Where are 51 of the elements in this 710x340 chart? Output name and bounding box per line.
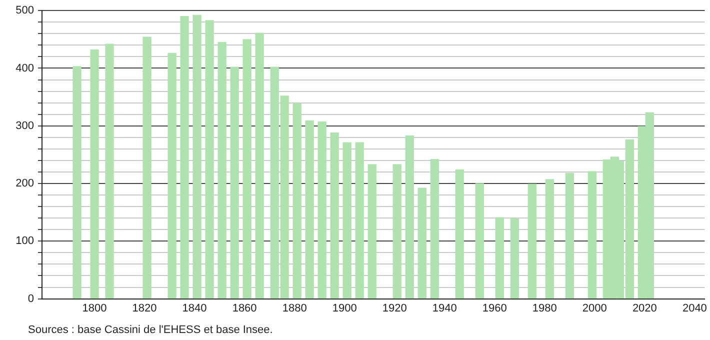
x-tick-label: 1800 [82,302,107,314]
bar [430,158,439,299]
bar [230,66,239,299]
x-tick-label: 1980 [532,302,557,314]
y-tick-label: 200 [16,178,34,190]
y-tick-label: 0 [28,292,34,305]
y-tick-label: 400 [16,62,34,74]
x-tick-label: 1860 [232,302,257,314]
bar [142,36,152,299]
x-tick-label: 2000 [582,302,607,314]
bar [318,122,326,299]
bar [242,39,252,299]
y-tick-label: 100 [16,235,34,248]
bar [418,188,426,299]
bar [405,135,414,299]
bar [192,14,202,299]
x-tick-label: 1900 [332,302,357,314]
bar [255,32,264,299]
bar [90,49,99,299]
bar [355,142,364,299]
bar [588,171,596,299]
bar [455,169,464,299]
bar [305,120,314,299]
bar [330,132,339,299]
x-tick-label: 2040 [682,302,707,314]
source-note: Sources : base Cassini de l'EHESS et base Insee. [28,324,273,336]
bar [168,52,176,299]
bar [180,16,189,299]
bar [392,164,402,299]
bar [545,179,554,299]
x-tick-label: 1840 [182,302,207,314]
bar [475,183,484,299]
x-tick-label: 1880 [282,302,307,314]
bar [495,217,504,299]
x-tick-label: 1960 [482,302,507,314]
y-tick-label: 500 [16,4,34,17]
bar [368,164,376,299]
x-tick-label: 1940 [432,302,457,314]
x-tick-label: 1920 [382,302,407,314]
bar [218,42,226,299]
bar [205,20,214,299]
bar [105,44,114,299]
bar [292,103,302,299]
y-tick-label: 300 [16,120,34,132]
bar [528,184,536,299]
x-tick-label: 2020 [632,302,657,314]
bar [72,66,82,299]
bar [510,218,519,299]
bar [342,142,352,299]
x-tick-label: 1820 [132,302,157,314]
bar [565,172,574,299]
